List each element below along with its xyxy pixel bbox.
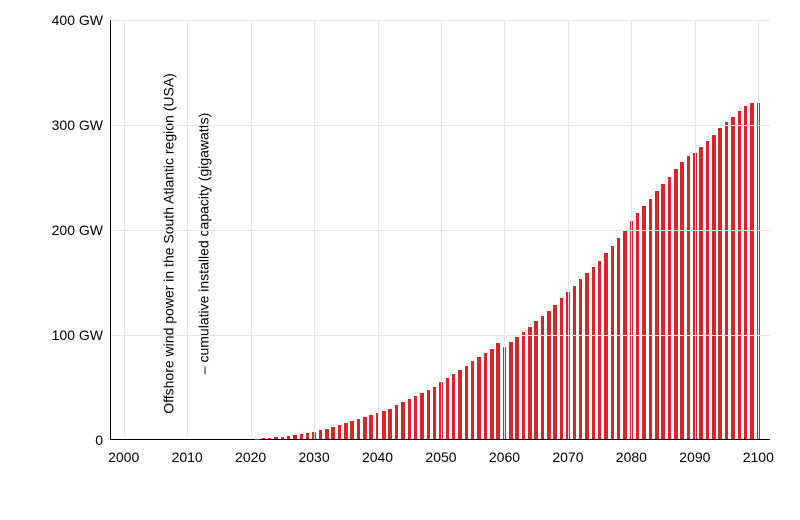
bar	[712, 135, 715, 440]
bar	[509, 342, 512, 439]
bar	[319, 430, 322, 439]
y-tick-label: 0	[95, 432, 111, 448]
bar	[738, 111, 741, 439]
bar	[357, 419, 360, 439]
bar	[427, 390, 430, 439]
bar	[477, 357, 480, 439]
bar	[579, 279, 582, 439]
bar	[573, 286, 576, 439]
bar	[680, 162, 683, 439]
bar	[350, 421, 353, 439]
bar	[369, 415, 372, 439]
bar	[293, 435, 296, 439]
bar	[446, 378, 449, 439]
bar	[515, 337, 518, 439]
bar	[687, 156, 690, 440]
bar	[604, 253, 607, 439]
bar	[395, 405, 398, 439]
bar	[674, 169, 677, 439]
x-tick-label: 2030	[298, 439, 329, 465]
bar	[484, 353, 487, 439]
bar	[744, 106, 747, 439]
bar	[560, 298, 563, 439]
bar	[706, 141, 709, 439]
bar	[388, 409, 391, 439]
y-tick-label: 100 GW	[52, 327, 111, 343]
bar	[598, 261, 601, 440]
bar	[534, 321, 537, 439]
y-tick-label: 400 GW	[52, 12, 111, 28]
x-tick-label: 2080	[616, 439, 647, 465]
bar	[592, 267, 595, 439]
x-tick-label: 2050	[425, 439, 456, 465]
bar	[725, 122, 728, 439]
bar	[617, 238, 620, 439]
plot-area: 2000201020202030204020502060207020802090…	[110, 20, 770, 440]
x-tick-label: 2100	[743, 439, 774, 465]
bar	[325, 429, 328, 440]
bar	[287, 436, 290, 439]
x-tick-label: 2010	[172, 439, 203, 465]
x-tick-label: 2040	[362, 439, 393, 465]
bar	[433, 387, 436, 440]
x-tick-label: 2000	[108, 439, 139, 465]
bar	[458, 370, 461, 439]
bar	[268, 438, 271, 439]
bar	[528, 327, 531, 439]
x-tick-label: 2020	[235, 439, 266, 465]
bar	[649, 199, 652, 439]
bar	[553, 305, 556, 439]
x-tick-label: 2060	[489, 439, 520, 465]
bar	[331, 427, 334, 439]
bar	[699, 147, 702, 439]
x-tick-label: 2090	[679, 439, 710, 465]
bar	[471, 361, 474, 439]
bar	[547, 311, 550, 439]
bar	[490, 349, 493, 439]
bar	[274, 437, 277, 439]
bar	[642, 206, 645, 439]
x-tick-label: 2070	[552, 439, 583, 465]
bar	[731, 117, 734, 439]
chart-container: Offshore wind power in the South Atlanti…	[0, 0, 800, 520]
gridline-horizontal	[111, 20, 770, 21]
y-tick-label: 300 GW	[52, 117, 111, 133]
bar	[281, 437, 284, 439]
bar	[585, 273, 588, 439]
bar	[750, 103, 753, 439]
bar	[522, 332, 525, 439]
bar	[401, 402, 404, 439]
bar	[414, 396, 417, 439]
gridline-horizontal	[111, 125, 770, 126]
gridline-horizontal	[111, 335, 770, 336]
y-tick-label: 200 GW	[52, 222, 111, 238]
bar	[363, 417, 366, 439]
bar	[636, 213, 639, 439]
bar	[668, 177, 671, 440]
bar	[452, 374, 455, 439]
bar	[718, 128, 721, 439]
bar	[655, 191, 658, 439]
bar	[496, 343, 499, 439]
gridline-horizontal	[111, 230, 770, 231]
bar	[408, 399, 411, 439]
bar	[344, 423, 347, 439]
bar	[382, 411, 385, 439]
bar	[338, 425, 341, 439]
bar	[465, 366, 468, 440]
bar	[661, 184, 664, 439]
bar	[420, 393, 423, 439]
bar	[611, 246, 614, 439]
